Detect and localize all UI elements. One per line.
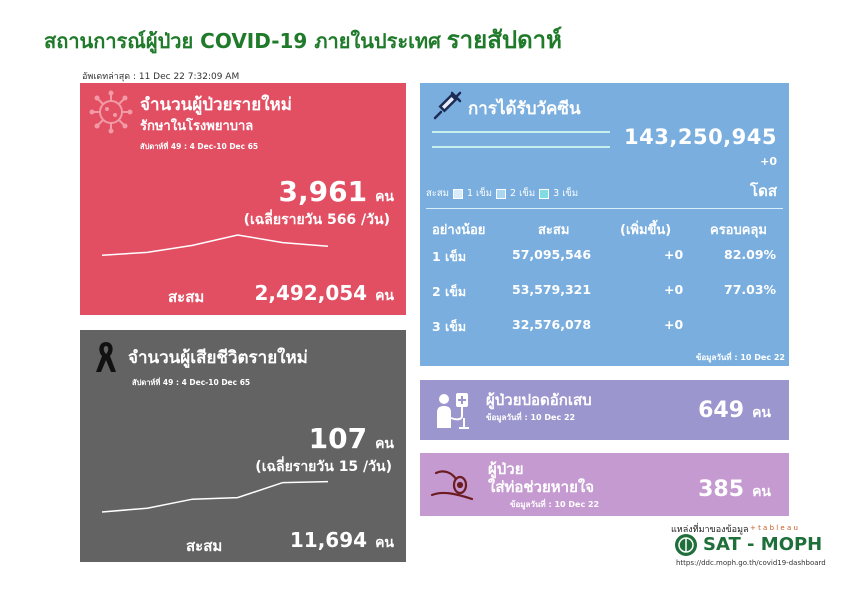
new-cases-cumulative: 2,492,054 [254, 281, 368, 305]
legend-dose2-swatch [496, 188, 507, 199]
last-updated: อัพเดทล่าสุด : 11 Dec 22 7:32:09 AM [82, 72, 240, 82]
ventilator-date: ข้อมูลวันที่ : 10 Dec 22 [510, 500, 600, 509]
vaccine-increase: +0 [760, 155, 777, 168]
tableau-logo: + t a b l e a u [750, 524, 798, 532]
vaccine-panel: การได้รับวัคซีน 143,250,945 +0 สะสม 1 เข… [420, 83, 789, 366]
vaccine-unit: โดส [750, 182, 777, 200]
row2-coverage: 77.03% [724, 282, 777, 297]
new-cases-daily-avg: (เฉลี่ยรายวัน 566 /วัน) [243, 212, 390, 228]
row3-increase: +0 [664, 317, 684, 332]
source-label: แหล่งที่มาของข้อมูล [671, 525, 749, 535]
deaths-cumulative-unit: คน [375, 535, 394, 551]
ventilator-title-line2: ใส่ท่อช่วยหายใจ [488, 478, 594, 496]
row1-increase: +0 [664, 247, 684, 262]
legend-dose1-swatch [452, 188, 463, 199]
ventilator-panel: ผู้ป่วย ใส่ท่อช่วยหายใจ ข้อมูลวันที่ : 1… [420, 453, 789, 516]
page-title: สถานการณ์ผู้ป่วย COVID-19 ภายในประเทศ ราย… [44, 20, 562, 59]
row3-dose: 3 เข็ม [432, 319, 467, 334]
col-at-least: อย่างน้อย [432, 223, 486, 238]
row1-coverage: 82.09% [724, 247, 777, 262]
row2-increase: +0 [664, 282, 684, 297]
ventilator-value: 385 [698, 477, 745, 502]
vaccine-footnote: ข้อมูลวันที่ : 10 Dec 22 [695, 353, 785, 362]
virus-icon [89, 90, 133, 134]
syringe-icon [433, 91, 462, 120]
col-cumulative: สะสม [538, 223, 570, 238]
vaccine-bar-1 [432, 131, 610, 133]
vaccine-bar-2 [432, 146, 610, 148]
new-cases-title: จำนวนผู้ป่วยรายใหม่ [140, 95, 292, 115]
ventilator-unit: คน [752, 484, 771, 500]
legend-dose3: 3 เข็ม [553, 188, 579, 199]
vaccine-total: 143,250,945 [624, 125, 777, 149]
col-increase: (เพิ่มขึ้น) [620, 223, 672, 238]
row3-total: 32,576,078 [512, 317, 592, 332]
new-cases-subtitle: รักษาในโรงพยาบาล [140, 119, 254, 134]
ventilator-title-line1: ผู้ป่วย [488, 460, 524, 478]
new-cases-trend [102, 234, 328, 256]
row2-dose: 2 เข็ม [432, 284, 467, 299]
pneumonia-panel: ผู้ป่วยปอดอักเสบ ข้อมูลวันที่ : 10 Dec 2… [420, 380, 789, 440]
legend-dose2: 2 เข็ม [510, 188, 536, 199]
new-cases-cumulative-label: สะสม [168, 288, 205, 306]
legend-dose1: 1 เข็ม [466, 188, 493, 199]
sat-moph: SAT - MOPH [703, 534, 823, 555]
deaths-daily-avg: (เฉลี่ยรายวัน 15 /วัน) [255, 459, 392, 475]
source-url: https://ddc.moph.go.th/covid19-dashboard [676, 559, 826, 567]
row2-total: 53,579,321 [512, 282, 592, 297]
moph-logo [675, 534, 697, 556]
title-main: สถานการณ์ผู้ป่วย COVID-19 ภายในประเทศ [44, 29, 441, 53]
new-cases-value: 3,961 [278, 175, 368, 208]
row1-dose: 1 เข็ม [432, 249, 467, 264]
pneumonia-date: ข้อมูลวันที่ : 10 Dec 22 [486, 413, 576, 422]
ribbon-icon [96, 342, 116, 372]
pneumonia-title: ผู้ป่วยปอดอักเสบ [486, 391, 592, 409]
row1-total: 57,095,546 [512, 247, 592, 262]
deaths-title: จำนวนผู้เสียชีวิตรายใหม่ [128, 348, 308, 368]
deaths-value: 107 [308, 422, 368, 455]
deaths-cumulative-label: สะสม [186, 537, 223, 555]
new-cases-cumulative-unit: คน [375, 288, 394, 304]
deaths-trend [102, 480, 328, 513]
ventilator-icon [430, 470, 474, 501]
deaths-panel: จำนวนผู้เสียชีวิตรายใหม่ สัปดาห์ที่ 49 :… [80, 330, 406, 562]
vaccine-legend: สะสม 1 เข็ม 2 เข็ม 3 เข็ม [426, 186, 578, 201]
title-highlight: รายสัปดาห์ [446, 26, 562, 54]
patient-icon [437, 393, 469, 429]
legend-label: สะสม [426, 188, 449, 199]
new-cases-week: สัปดาห์ที่ 49 : 4 Dec-10 Dec 65 [140, 142, 259, 151]
deaths-unit: คน [375, 436, 394, 452]
new-cases-unit: คน [375, 189, 394, 205]
vaccine-title: การได้รับวัคซีน [468, 99, 581, 119]
legend-dose3-swatch [539, 188, 550, 199]
deaths-cumulative: 11,694 [289, 528, 368, 552]
new-cases-panel: จำนวนผู้ป่วยรายใหม่ รักษาในโรงพยาบาล สัป… [80, 83, 406, 315]
pneumonia-unit: คน [752, 405, 771, 421]
deaths-week: สัปดาห์ที่ 49 : 4 Dec-10 Dec 65 [132, 378, 251, 387]
pneumonia-value: 649 [698, 398, 745, 423]
col-coverage: ครอบคลุม [710, 223, 767, 238]
vaccine-divider [426, 208, 783, 209]
